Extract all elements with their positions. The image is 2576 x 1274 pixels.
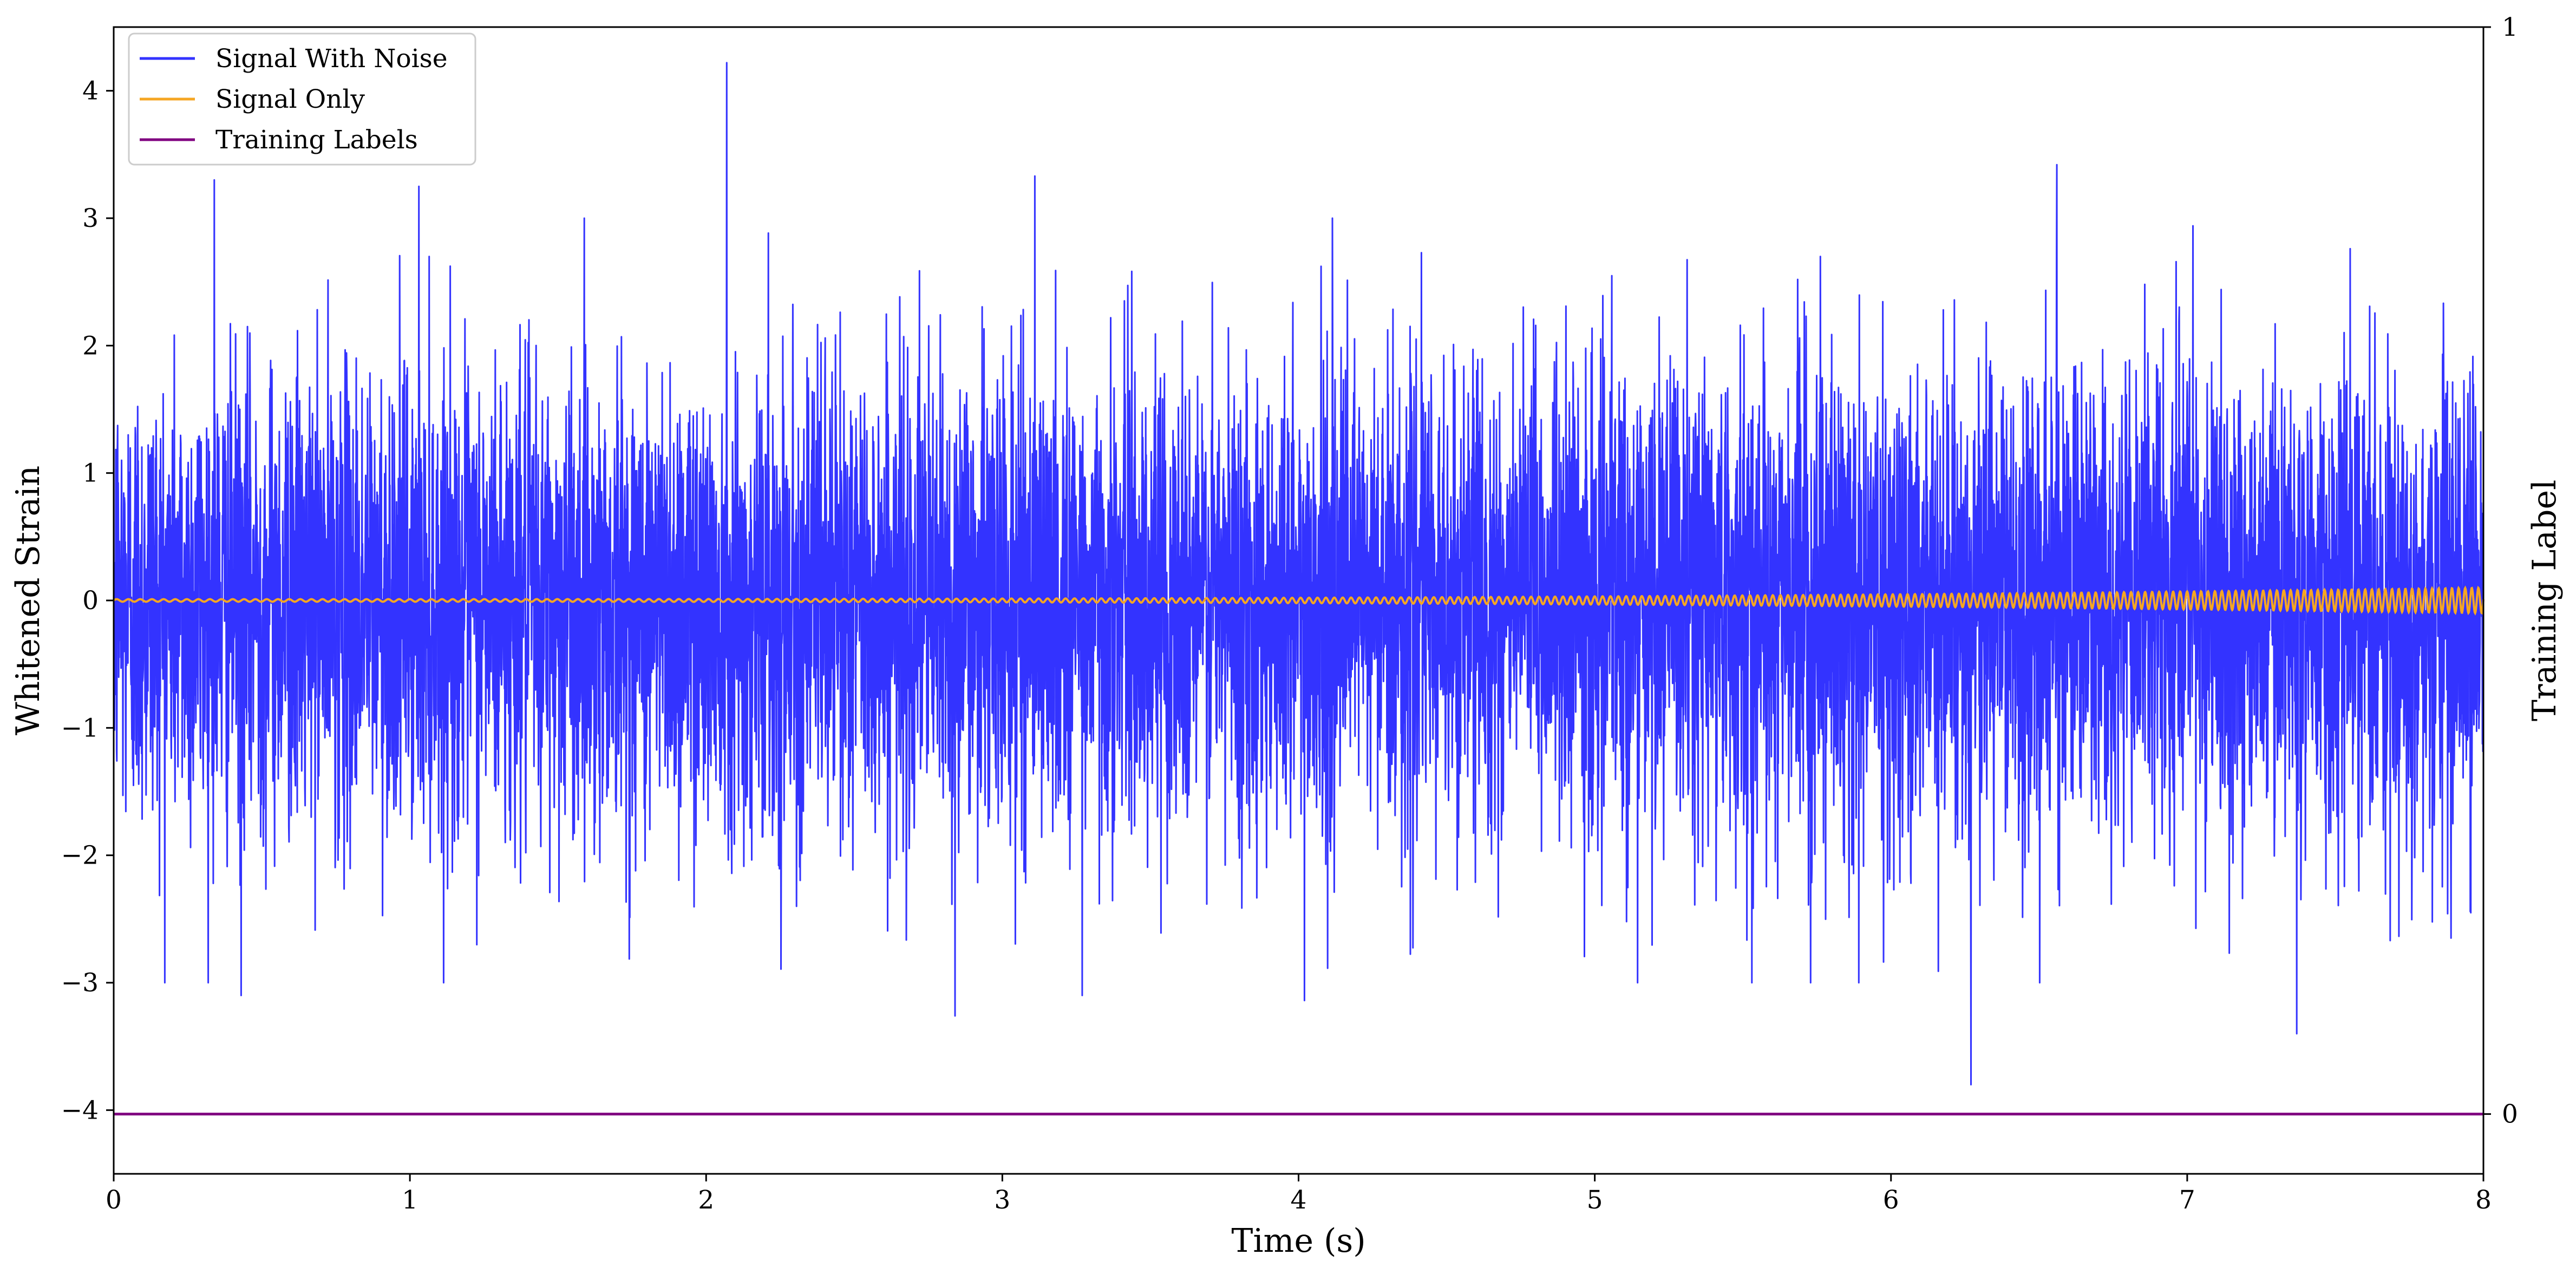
- x-tick-label: 7: [2179, 1185, 2195, 1215]
- series-line-signal-only: [113, 585, 2485, 616]
- x-tick-label: 3: [994, 1185, 1010, 1215]
- y2-tick-label: 0: [2502, 1100, 2518, 1129]
- x-tick-label: 4: [1291, 1185, 1307, 1215]
- x-tick-label: 5: [1587, 1185, 1603, 1215]
- legend: Signal With Noise Signal Only Training L…: [128, 32, 476, 166]
- y2-tick-label: 1: [2502, 12, 2518, 42]
- legend-label-training-labels: Training Labels: [215, 125, 418, 155]
- y-tick-label: 4: [82, 76, 99, 106]
- legend-box: [128, 32, 476, 166]
- x-tick-label: 2: [698, 1185, 714, 1215]
- x-tick-label: 1: [402, 1185, 418, 1215]
- y-tick-label: 0: [82, 586, 99, 616]
- y-axis-title: Whitened Strain: [9, 466, 47, 735]
- legend-label-signal-with-noise: Signal With Noise: [215, 44, 448, 74]
- x-tick-label: 0: [106, 1185, 122, 1215]
- y-tick-label: 3: [82, 204, 99, 233]
- y2-axis-title: Training Label: [2526, 480, 2564, 721]
- x-tick-label: 8: [2475, 1185, 2492, 1215]
- y-tick-label: −4: [61, 1095, 99, 1125]
- x-axis-title: Time (s): [1231, 1222, 1365, 1260]
- y-tick-label: −1: [61, 713, 99, 743]
- legend-label-signal-only: Signal Only: [215, 84, 365, 114]
- x-tick-label: 6: [1883, 1185, 1899, 1215]
- axes-layer: 0 1 2 3 4 5 6 7 8 −4 −3 −2 −1 0 1 2 3 4 0 1: [61, 12, 2518, 1215]
- y-tick-label: 2: [82, 331, 99, 361]
- series-layer: [113, 62, 2485, 1116]
- series-line-signal-with-noise: [113, 62, 2485, 1086]
- y-tick-label: −3: [61, 968, 99, 998]
- y-tick-label: 1: [82, 459, 99, 488]
- y-tick-label: −2: [61, 841, 99, 871]
